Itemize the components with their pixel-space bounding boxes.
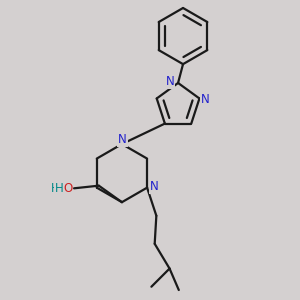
Text: N: N (165, 75, 174, 88)
Text: H: H (54, 182, 63, 195)
Text: N: N (118, 133, 127, 146)
Text: N: N (201, 93, 210, 106)
Text: HO: HO (51, 182, 69, 195)
Text: O: O (63, 182, 72, 195)
Text: N: N (150, 180, 159, 193)
